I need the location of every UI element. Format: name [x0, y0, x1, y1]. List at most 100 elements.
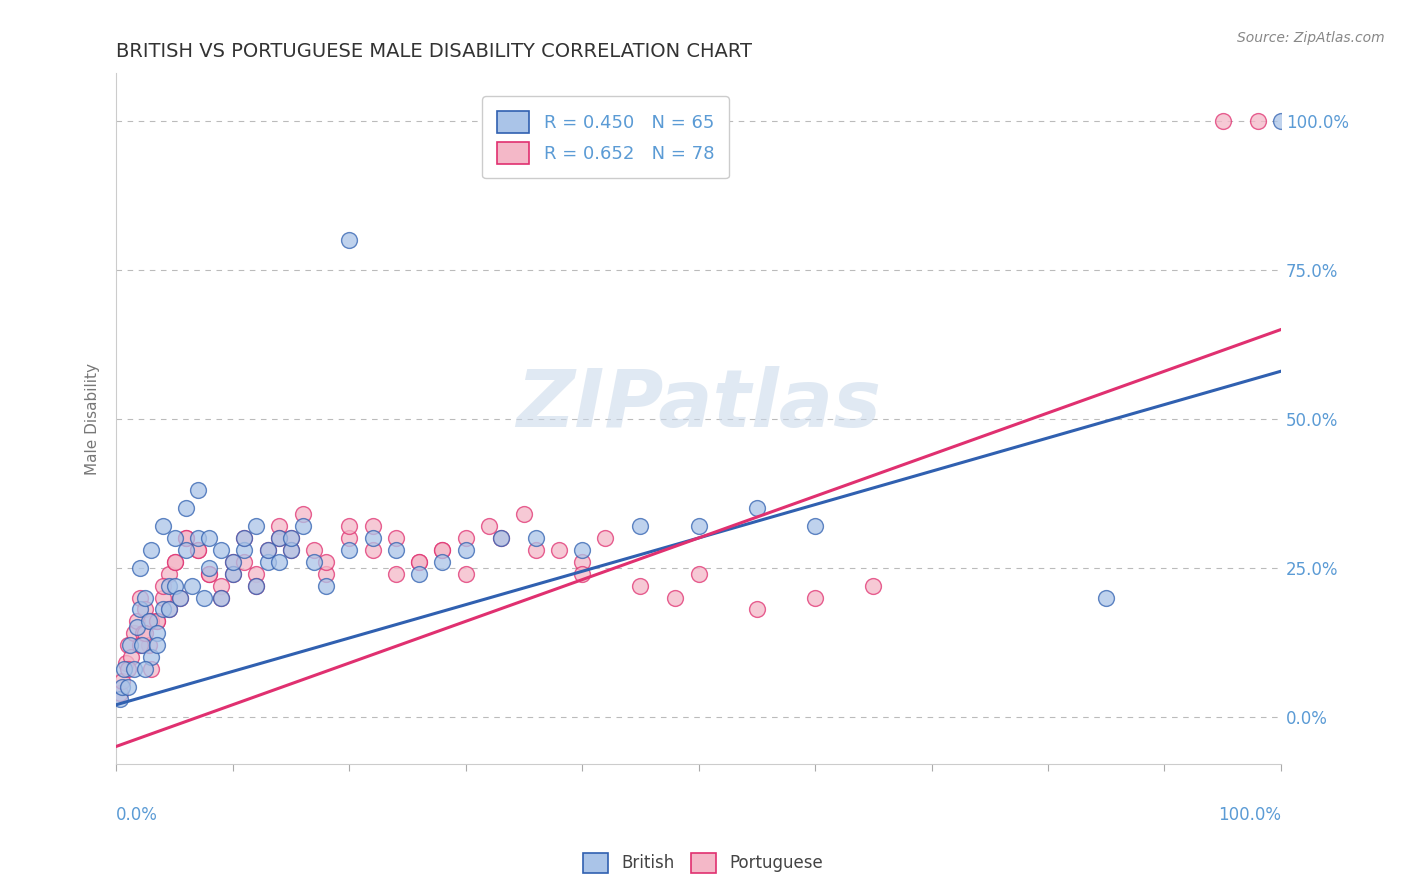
- Point: [152, 579, 174, 593]
- Point: [385, 542, 408, 557]
- Point: [181, 579, 204, 593]
- Point: [169, 591, 191, 605]
- Point: [269, 531, 291, 545]
- Point: [745, 501, 768, 516]
- Point: [146, 638, 169, 652]
- Point: [157, 566, 180, 581]
- Point: [222, 555, 245, 569]
- Point: [513, 507, 536, 521]
- Point: [454, 531, 477, 545]
- Point: [628, 519, 651, 533]
- Point: [134, 626, 156, 640]
- Point: [141, 615, 163, 629]
- Point: [127, 620, 149, 634]
- Point: [361, 531, 384, 545]
- Point: [134, 602, 156, 616]
- Point: [1270, 114, 1292, 128]
- Point: [134, 591, 156, 605]
- Point: [209, 542, 232, 557]
- Point: [146, 626, 169, 640]
- Point: [304, 542, 326, 557]
- Point: [291, 519, 314, 533]
- Point: [198, 566, 221, 581]
- Point: [128, 560, 150, 574]
- Point: [245, 579, 267, 593]
- Point: [169, 591, 191, 605]
- Point: [120, 638, 142, 652]
- Point: [233, 542, 256, 557]
- Point: [128, 638, 150, 652]
- Point: [174, 501, 197, 516]
- Point: [454, 566, 477, 581]
- Point: [385, 566, 408, 581]
- Point: [337, 233, 360, 247]
- Point: [108, 686, 131, 700]
- Point: [804, 591, 827, 605]
- Point: [280, 542, 302, 557]
- Legend: R = 0.450   N = 65, R = 0.652   N = 78: R = 0.450 N = 65, R = 0.652 N = 78: [482, 96, 728, 178]
- Point: [280, 531, 302, 545]
- Point: [198, 531, 221, 545]
- Point: [361, 519, 384, 533]
- Point: [256, 555, 278, 569]
- Point: [209, 579, 232, 593]
- Point: [337, 519, 360, 533]
- Point: [1212, 114, 1234, 128]
- Point: [256, 542, 278, 557]
- Point: [120, 650, 142, 665]
- Point: [174, 531, 197, 545]
- Point: [122, 626, 145, 640]
- Point: [193, 591, 215, 605]
- Point: [128, 591, 150, 605]
- Point: [269, 555, 291, 569]
- Point: [152, 591, 174, 605]
- Point: [245, 519, 267, 533]
- Point: [745, 602, 768, 616]
- Point: [269, 531, 291, 545]
- Point: [315, 579, 337, 593]
- Point: [111, 680, 134, 694]
- Point: [187, 483, 209, 498]
- Point: [138, 615, 160, 629]
- Point: [454, 542, 477, 557]
- Point: [233, 531, 256, 545]
- Point: [524, 531, 547, 545]
- Point: [245, 566, 267, 581]
- Point: [432, 555, 454, 569]
- Text: ZIPatlas: ZIPatlas: [516, 366, 882, 444]
- Point: [108, 691, 131, 706]
- Point: [163, 555, 186, 569]
- Text: BRITISH VS PORTUGUESE MALE DISABILITY CORRELATION CHART: BRITISH VS PORTUGUESE MALE DISABILITY CO…: [117, 42, 752, 61]
- Point: [233, 555, 256, 569]
- Point: [256, 542, 278, 557]
- Point: [209, 591, 232, 605]
- Point: [146, 615, 169, 629]
- Point: [117, 680, 139, 694]
- Point: [131, 638, 153, 652]
- Point: [547, 542, 569, 557]
- Point: [146, 615, 169, 629]
- Point: [222, 566, 245, 581]
- Point: [1246, 114, 1268, 128]
- Point: [209, 591, 232, 605]
- Point: [141, 662, 163, 676]
- Point: [157, 602, 180, 616]
- Point: [571, 555, 593, 569]
- Y-axis label: Male Disability: Male Disability: [86, 363, 100, 475]
- Point: [269, 519, 291, 533]
- Point: [432, 542, 454, 557]
- Point: [163, 579, 186, 593]
- Point: [187, 542, 209, 557]
- Text: 0.0%: 0.0%: [117, 805, 157, 823]
- Point: [138, 638, 160, 652]
- Point: [163, 531, 186, 545]
- Point: [571, 566, 593, 581]
- Point: [127, 615, 149, 629]
- Point: [571, 542, 593, 557]
- Point: [117, 638, 139, 652]
- Point: [245, 579, 267, 593]
- Point: [141, 542, 163, 557]
- Point: [688, 566, 710, 581]
- Point: [408, 566, 430, 581]
- Point: [315, 566, 337, 581]
